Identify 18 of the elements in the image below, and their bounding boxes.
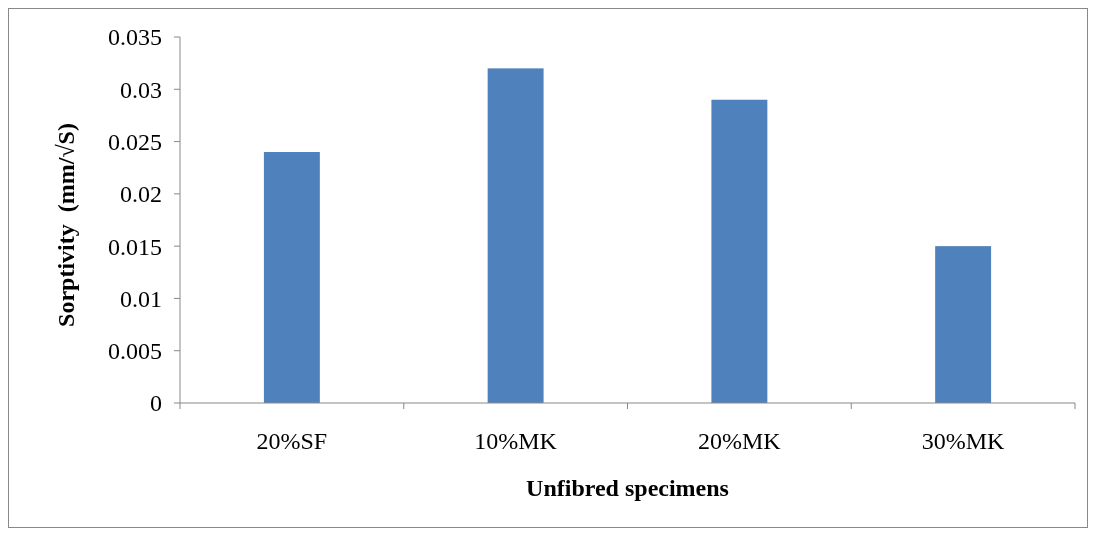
y-tick-label: 0.015 (108, 233, 162, 260)
bar (263, 152, 320, 403)
bar (935, 246, 992, 403)
x-tick-label: 20%SF (256, 428, 328, 454)
bar (487, 68, 544, 403)
y-tick-label: 0.01 (120, 285, 162, 312)
bar (711, 99, 768, 403)
y-tick-label: 0.02 (120, 181, 162, 208)
y-tick-label: 0 (150, 390, 162, 417)
x-axis-title: Unfibred specimens (526, 475, 729, 501)
y-tick-label: 0.035 (108, 24, 162, 51)
y-axis-title: Sorptivity (mm/√S) (53, 123, 79, 327)
y-tick-label: 0.03 (120, 76, 162, 103)
y-tick-label: 0.005 (108, 338, 162, 365)
y-tick-label: 0.025 (108, 128, 162, 155)
x-tick-label: 20%MK (698, 428, 782, 454)
x-tick-label: 10%MK (474, 428, 558, 454)
x-tick-label: 30%MK (921, 428, 1006, 454)
